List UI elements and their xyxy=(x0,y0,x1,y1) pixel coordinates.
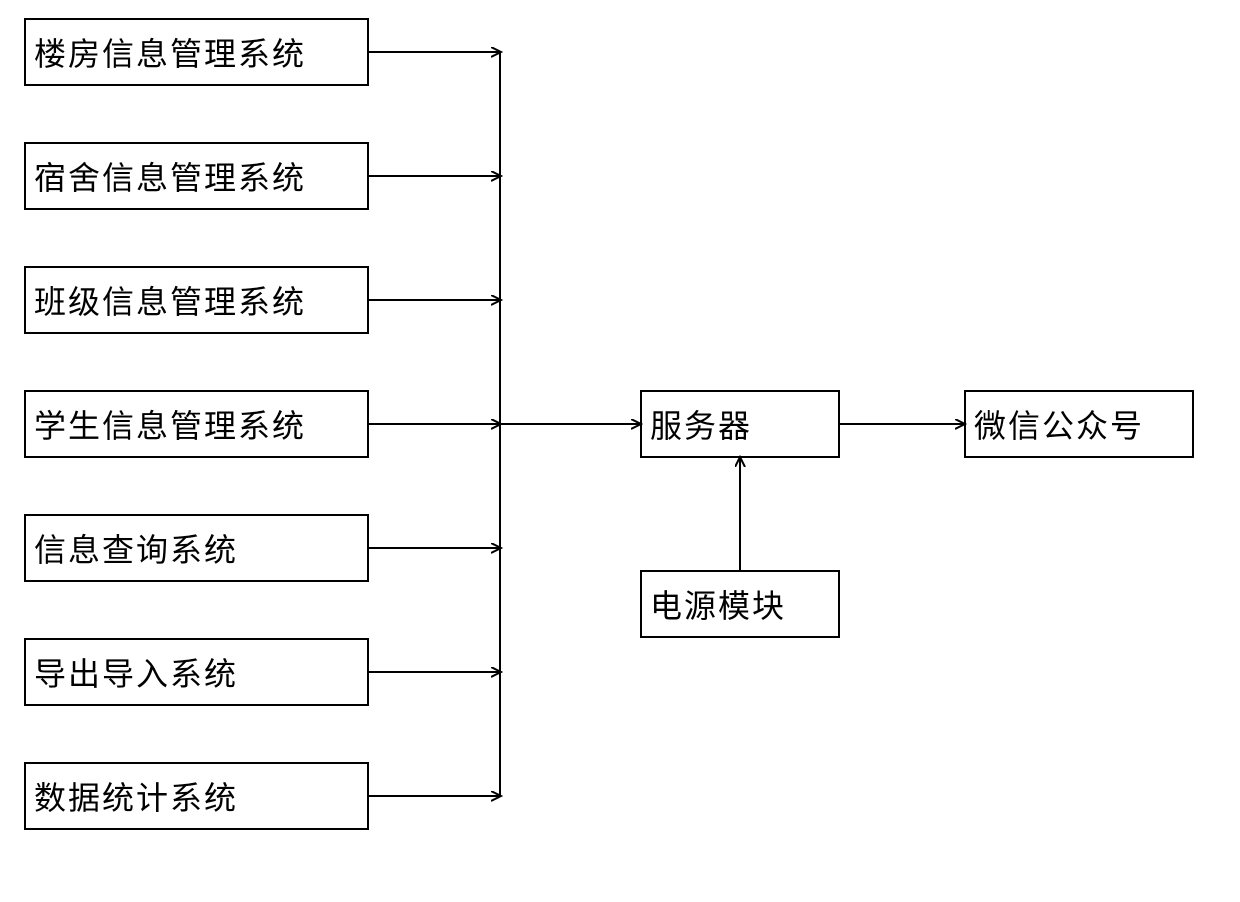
info-query-system-label: 信息查询系统 xyxy=(34,525,238,571)
server-box: 服务器 xyxy=(640,390,840,458)
data-stats-system-box: 数据统计系统 xyxy=(24,762,369,830)
wechat-public-label: 微信公众号 xyxy=(974,401,1144,447)
export-import-system-label: 导出导入系统 xyxy=(34,649,238,695)
data-stats-system-label: 数据统计系统 xyxy=(34,773,238,819)
building-info-system-box: 楼房信息管理系统 xyxy=(24,18,369,86)
wechat-public-box: 微信公众号 xyxy=(964,390,1194,458)
power-module-label: 电源模块 xyxy=(650,581,786,627)
class-info-system-label: 班级信息管理系统 xyxy=(34,277,306,323)
building-info-system-label: 楼房信息管理系统 xyxy=(34,29,306,75)
student-info-system-box: 学生信息管理系统 xyxy=(24,390,369,458)
class-info-system-box: 班级信息管理系统 xyxy=(24,266,369,334)
student-info-system-label: 学生信息管理系统 xyxy=(34,401,306,447)
dorm-info-system-box: 宿舍信息管理系统 xyxy=(24,142,369,210)
dorm-info-system-label: 宿舍信息管理系统 xyxy=(34,153,306,199)
info-query-system-box: 信息查询系统 xyxy=(24,514,369,582)
power-module-box: 电源模块 xyxy=(640,570,840,638)
server-label: 服务器 xyxy=(650,401,752,447)
export-import-system-box: 导出导入系统 xyxy=(24,638,369,706)
